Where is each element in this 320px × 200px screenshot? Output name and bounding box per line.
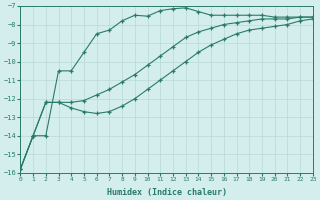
X-axis label: Humidex (Indice chaleur): Humidex (Indice chaleur) (107, 188, 227, 197)
